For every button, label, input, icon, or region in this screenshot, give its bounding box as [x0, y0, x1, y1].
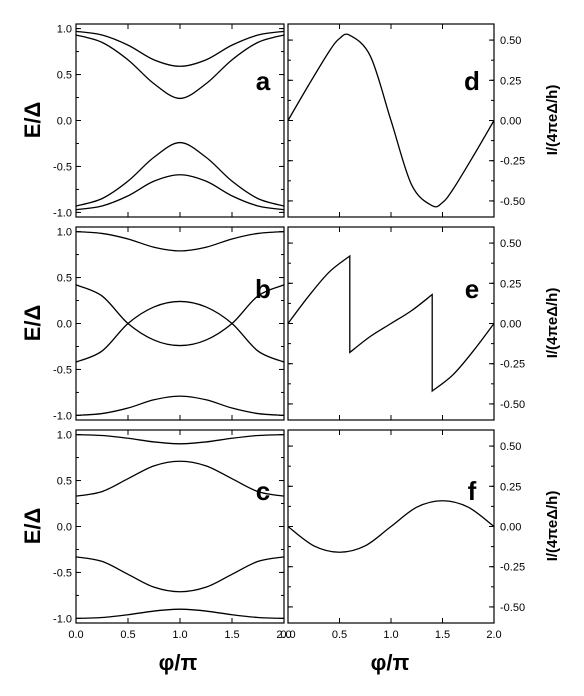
y-tick-label-a: 0.5 [57, 70, 72, 82]
y-tick-label-d: -0.50 [500, 196, 525, 208]
y-tick-label-a: 1.0 [57, 24, 72, 36]
panel-f: 0.50 0.25 0.00 -0.25 -0.50 0.0 0.5 1.0 1.5 2.0 f [280, 429, 525, 641]
x-tick-label-c: 2.0 [276, 629, 291, 641]
panel-letter-f: f [468, 476, 477, 506]
y-tick-label-c: 1.0 [57, 430, 72, 442]
y-tick-label-b: -0.5 [53, 364, 72, 376]
y-tick-label-d: 0.50 [500, 35, 521, 47]
y-axis-title-a: E/Δ [20, 102, 45, 139]
y-tick-label-c: -0.5 [53, 567, 72, 579]
x-tick-label-c: 0.0 [68, 629, 83, 641]
panel-letter-e: e [465, 274, 479, 304]
curve-b-4 [75, 395, 285, 417]
x-axis-title-left: φ/π [159, 650, 198, 675]
x-tick-label-c: 1.5 [224, 629, 239, 641]
y-axis-title-c: E/Δ [20, 508, 45, 545]
curve-a-3 [75, 141, 285, 207]
panel-letter-d: d [464, 66, 480, 96]
y-tick-label-f: 0.25 [500, 481, 521, 493]
curve-c-1 [75, 433, 285, 445]
panel-frame-a [75, 23, 285, 218]
panel-c: 1.0 0.5 0.0 -0.5 -1.0 0.0 0.5 1.0 1.5 2.0 c [53, 429, 292, 641]
y-tick-label-b: 0.5 [57, 273, 72, 285]
curve-c-4 [75, 608, 285, 620]
y-tick-label-f: -0.25 [500, 562, 525, 574]
y-tick-label-a: -1.0 [53, 207, 72, 219]
curve-f-1 [287, 500, 495, 553]
x-axis-title-right: φ/π [371, 650, 410, 675]
y-tick-label-e: 0.00 [500, 319, 521, 331]
curve-b-2 [75, 284, 285, 347]
curve-e-1 [287, 254, 495, 393]
panels-group: 1.00.50.0-0.5-1.0a1.00.50.0-0.5-1.0b1.00… [53, 23, 525, 641]
y-tick-label-e: -0.50 [500, 399, 525, 411]
y-tick-label-f: 0.00 [500, 522, 521, 534]
y-axis-title-f: I/(4πeΔ/h) [544, 491, 561, 562]
panel-e: 0.50 0.25 0.00 -0.25 -0.50 e [287, 226, 525, 421]
y-axis-title-b: E/Δ [20, 305, 45, 342]
curve-a-4 [75, 174, 285, 211]
y-tick-label-e: 0.50 [500, 238, 521, 250]
y-tick-label-c: -1.0 [53, 613, 72, 625]
y-tick-label-e: -0.25 [500, 359, 525, 371]
curve-a-2 [75, 34, 285, 100]
panel-frame-c [75, 429, 285, 624]
panel-letter-a: a [256, 66, 271, 96]
curve-a-1 [75, 30, 285, 67]
panel-letter-b: b [255, 274, 271, 304]
x-tick-label-c: 1.0 [172, 629, 187, 641]
curve-c-2 [75, 460, 285, 497]
y-tick-label-c: 0.0 [57, 522, 72, 534]
panel-d: 0.50 0.25 0.00 -0.25 -0.50 d [287, 23, 525, 218]
y-tick-label-e: 0.25 [500, 278, 521, 290]
curve-b-3 [75, 300, 285, 363]
curve-c-3 [75, 556, 285, 593]
x-tick-label-f: 0.5 [332, 629, 347, 641]
x-tick-label-c: 0.5 [120, 629, 135, 641]
y-tick-label-c: 0.5 [57, 476, 72, 488]
y-axis-title-d: I/(4πeΔ/h) [544, 85, 561, 156]
x-tick-label-f: 1.5 [435, 629, 450, 641]
x-tick-label-f: 1.0 [383, 629, 398, 641]
x-tick-label-f: 0.0 [280, 629, 295, 641]
y-tick-label-b: 1.0 [57, 227, 72, 239]
panel-b: 1.0 0.5 0.0 -0.5 -1.0 b [53, 226, 285, 422]
y-tick-label-b: -1.0 [53, 410, 72, 422]
panel-frame-b [75, 226, 285, 421]
y-tick-label-d: 0.25 [500, 75, 521, 87]
y-tick-label-b: 0.0 [57, 319, 72, 331]
y-axis-title-e: I/(4πeΔ/h) [544, 288, 561, 359]
panel-letter-c: c [256, 476, 270, 506]
x-tick-label-f: 2.0 [486, 629, 501, 641]
curve-d-1 [287, 33, 495, 208]
curve-b-1 [75, 230, 285, 252]
y-tick-label-f: 0.50 [500, 441, 521, 453]
y-tick-label-a: 0.0 [57, 116, 72, 128]
y-tick-label-d: -0.25 [500, 156, 525, 168]
y-tick-label-d: 0.00 [500, 116, 521, 128]
y-tick-label-f: -0.50 [500, 602, 525, 614]
y-tick-label-a: -0.5 [53, 161, 72, 173]
panel-a: 1.0 0.5 0.0 -0.5 -1.0 a [53, 23, 285, 219]
